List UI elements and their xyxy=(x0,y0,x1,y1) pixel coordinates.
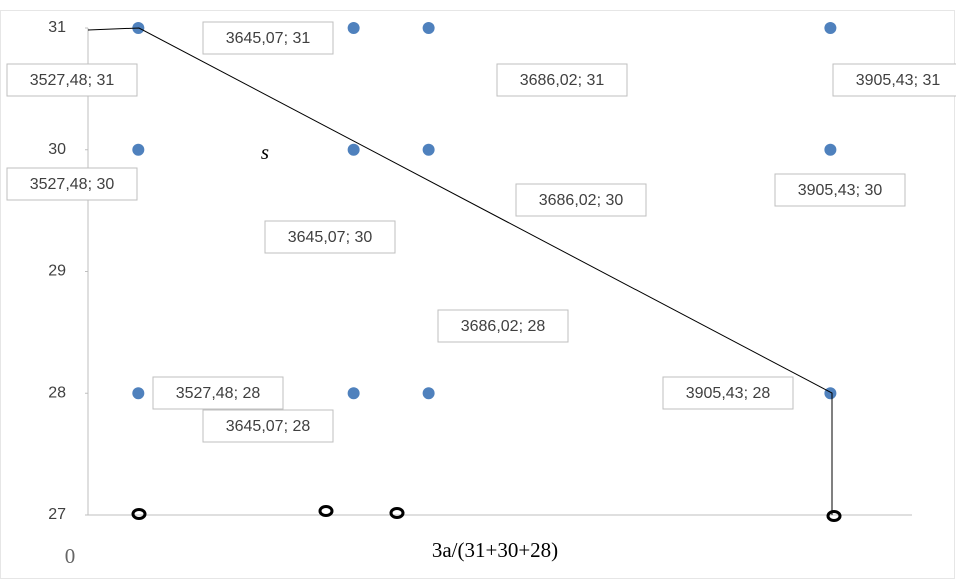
data-label-box xyxy=(496,63,628,97)
point xyxy=(347,143,360,156)
point xyxy=(824,22,837,34)
data-label-box xyxy=(437,309,569,343)
annotation: s xyxy=(261,140,269,164)
data-label: 3645,07; 30 xyxy=(288,229,373,246)
hand-drawn-circles xyxy=(131,505,842,522)
data-label: 3645,07; 28 xyxy=(226,418,311,435)
point xyxy=(824,143,837,156)
data-label-group: 3905,43; 28 xyxy=(662,376,794,410)
data-label-group: 3527,48; 28 xyxy=(152,376,284,410)
data-label-box xyxy=(202,409,334,443)
chart-border xyxy=(0,10,955,579)
y-tick-label: 28 xyxy=(48,384,66,401)
point xyxy=(132,387,145,400)
data-label-group: 3905,43; 30 xyxy=(774,173,906,207)
circle xyxy=(318,505,334,517)
data-label-box xyxy=(6,63,138,97)
point xyxy=(422,22,435,34)
y-tick-label: 31 xyxy=(48,19,66,36)
y-tick-label: 30 xyxy=(48,141,66,158)
point xyxy=(422,387,435,400)
data-label-group: 3645,07; 30 xyxy=(264,220,396,254)
data-label: 3686,02; 31 xyxy=(520,72,605,89)
data-label: 3645,07; 31 xyxy=(226,30,311,47)
point xyxy=(347,22,360,34)
data-label-group: 3686,02; 28 xyxy=(437,309,569,343)
data-label-group: 3645,07; 28 xyxy=(202,409,334,443)
data-label-box xyxy=(662,376,794,410)
data-label: 3527,48; 28 xyxy=(176,385,261,402)
circle xyxy=(131,508,147,520)
annotation: 0 xyxy=(65,544,76,568)
circle xyxy=(826,510,842,522)
data-label-group: 3686,02; 31 xyxy=(496,63,628,97)
point xyxy=(347,387,360,400)
point xyxy=(422,143,435,156)
annotation: 3a/(31+30+28) xyxy=(432,538,558,562)
data-label: 3686,02; 28 xyxy=(461,318,546,335)
data-label-box xyxy=(832,63,956,97)
data-label-group: 3527,48; 30 xyxy=(6,167,138,201)
hand-drawn-line xyxy=(87,27,833,515)
data-label-box xyxy=(152,376,284,410)
data-label-group: 3527,48; 31 xyxy=(6,63,138,97)
data-label: 3905,43; 28 xyxy=(686,385,771,402)
data-label-box xyxy=(202,21,334,55)
circle xyxy=(389,507,405,519)
y-tick-label: 27 xyxy=(48,506,66,523)
data-label-group: 3686,02; 30 xyxy=(515,183,647,217)
data-label-box xyxy=(515,183,647,217)
data-label: 3527,48; 31 xyxy=(30,72,115,89)
y-tick-label: 29 xyxy=(48,263,66,280)
point xyxy=(132,143,145,156)
data-label-box xyxy=(774,173,906,207)
data-label: 3686,02; 30 xyxy=(539,192,624,209)
data-label-box xyxy=(264,220,396,254)
data-label-group: 3905,43; 31 xyxy=(832,63,956,97)
data-label-group: 3645,07; 31 xyxy=(202,21,334,55)
data-label: 3905,43; 30 xyxy=(798,182,883,199)
data-label-box xyxy=(6,167,138,201)
data-label: 3527,48; 30 xyxy=(30,176,115,193)
data-label: 3905,43; 31 xyxy=(856,72,941,89)
point xyxy=(824,387,837,400)
